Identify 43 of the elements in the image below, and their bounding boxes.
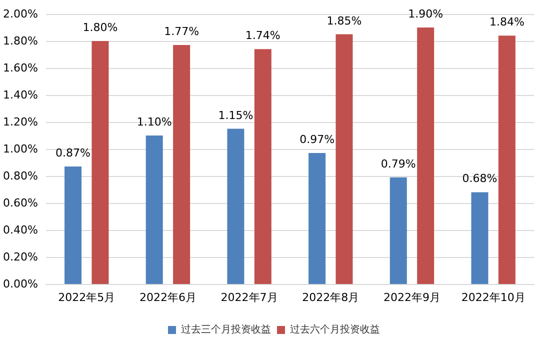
x-tick-label: 2022年10月 [461,291,526,304]
data-label: 1.90% [408,8,444,20]
bar [471,192,488,284]
bar [64,166,82,284]
x-tick-label: 2022年6月 [139,291,196,304]
y-tick-label: 0.80% [2,170,38,182]
bar [227,128,244,284]
bar [498,36,516,284]
legend-label: 过去六个月投资收益 [290,324,380,336]
bar [173,45,190,284]
data-label: 1.85% [326,14,362,28]
bar [254,49,272,284]
data-label: 1.10% [136,116,172,128]
data-label: 1.84% [489,16,524,29]
data-label: 1.77% [164,25,200,38]
y-tick-label: 1.60% [2,62,38,74]
bar [146,136,163,284]
x-tick-label: 2022年8月 [302,291,360,304]
y-tick-label: 2.00% [2,8,38,20]
data-label: 0.79% [380,157,416,170]
y-tick-label: 0.60% [2,196,38,210]
bar [308,153,326,284]
bar [390,177,407,284]
data-label: 0.68% [462,172,498,186]
data-label: 0.87% [56,146,90,160]
data-label: 1.80% [82,21,118,34]
y-tick-label: 0.40% [2,224,38,236]
data-label: 0.97% [300,133,335,146]
y-tick-label: 0.20% [2,250,38,264]
y-tick-label: 1.40% [2,88,38,102]
bar [417,28,434,284]
bar [336,34,353,284]
legend-label: 过去三个月投资收益 [181,324,271,336]
y-tick-label: 1.20% [2,116,38,128]
y-tick-label: 0.00% [2,278,38,290]
bar [92,41,109,284]
y-tick-label: 1.80% [2,34,38,48]
x-tick-label: 2022年5月 [58,291,116,304]
x-tick-label: 2022年7月 [220,291,278,304]
x-tick-label: 2022年9月 [383,291,440,304]
data-label: 1.15% [218,108,254,122]
y-tick-label: 1.00% [2,142,38,156]
data-label: 1.74% [245,29,280,42]
